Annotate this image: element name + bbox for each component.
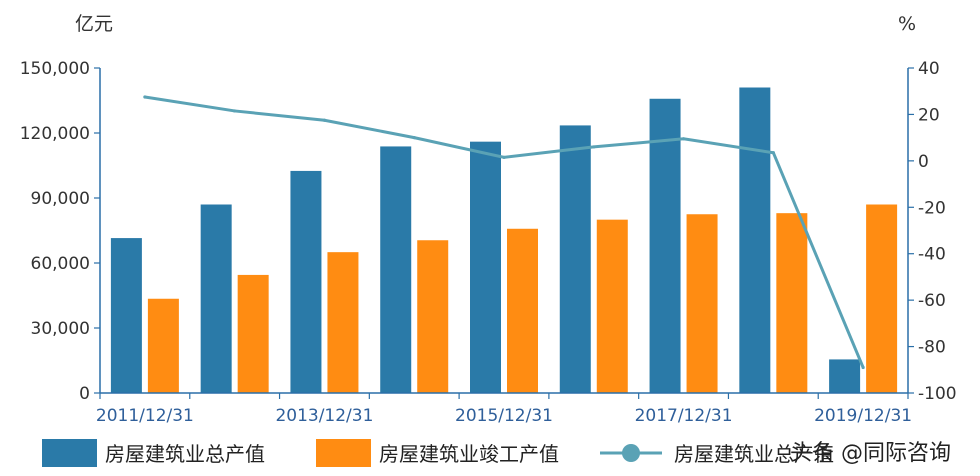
bar-completed-2 bbox=[327, 252, 359, 393]
right-tick-label: -40 bbox=[918, 245, 946, 265]
legend-label-2: 房屋建筑业总产值 bbox=[674, 442, 834, 466]
line-layer bbox=[143, 95, 865, 370]
growth-point-7 bbox=[771, 151, 775, 155]
growth-point-2 bbox=[322, 118, 327, 122]
x-tick-label: 2017/12/31 bbox=[635, 406, 733, 426]
right-tick-label: -100 bbox=[918, 384, 957, 404]
left-tick-label: 30,000 bbox=[31, 319, 90, 339]
bar-completed-5 bbox=[596, 219, 628, 393]
bar-completed-6 bbox=[686, 214, 718, 393]
bar-total-4 bbox=[470, 141, 501, 393]
growth-point-5 bbox=[592, 145, 596, 149]
legend-label-0: 房屋建筑业总产值 bbox=[105, 442, 265, 466]
bar-total-8 bbox=[829, 359, 861, 393]
bar-completed-8 bbox=[866, 204, 898, 393]
watermark-text: 头条 @同际咨询 bbox=[790, 441, 951, 466]
left-axis-unit: 亿元 bbox=[75, 13, 113, 35]
bar-completed-7 bbox=[776, 213, 808, 393]
axes-layer: 0 30,000 60,000 90,000 120,000 150,000 -100 -80… bbox=[20, 59, 957, 426]
legend-swatch-0 bbox=[42, 439, 97, 467]
left-tick-label: 150,000 bbox=[20, 59, 90, 79]
bar-total-2 bbox=[290, 170, 322, 393]
x-tick-label: 2019/12/31 bbox=[814, 406, 912, 426]
growth-point-8 bbox=[861, 365, 865, 370]
left-tick-label: 120,000 bbox=[20, 124, 90, 144]
right-tick-label: 0 bbox=[918, 152, 929, 172]
bar-completed-3 bbox=[417, 240, 449, 393]
x-tick-label: 2013/12/31 bbox=[275, 406, 373, 426]
left-tick-label: 90,000 bbox=[31, 189, 90, 209]
legend: 房屋建筑业总产值 房屋建筑业竣工产值 房屋建筑业总产值 bbox=[42, 439, 834, 467]
x-tick-label: 2011/12/31 bbox=[96, 406, 194, 426]
right-axis-unit: % bbox=[898, 13, 916, 35]
bar-completed-4 bbox=[507, 228, 538, 393]
bar-total-6 bbox=[649, 98, 681, 394]
growth-point-3 bbox=[412, 136, 416, 140]
right-tick-label: -60 bbox=[918, 291, 946, 311]
growth-point-4 bbox=[502, 155, 506, 159]
right-tick-label: -80 bbox=[918, 338, 946, 358]
growth-point-0 bbox=[143, 95, 147, 99]
bar-total-1 bbox=[200, 204, 232, 393]
growth-point-6 bbox=[681, 137, 686, 141]
bar-completed-1 bbox=[237, 274, 269, 393]
legend-marker bbox=[622, 444, 640, 462]
bar-completed-0 bbox=[147, 298, 179, 393]
bar-total-5 bbox=[559, 125, 591, 394]
bars-layer bbox=[110, 87, 898, 394]
x-tick-label: 2015/12/31 bbox=[455, 406, 553, 426]
left-tick-label: 60,000 bbox=[31, 254, 90, 274]
bar-total-7 bbox=[739, 87, 771, 393]
bar-total-3 bbox=[380, 146, 412, 393]
right-tick-label: 40 bbox=[918, 59, 940, 79]
right-tick-label: -20 bbox=[918, 198, 946, 218]
legend-label-1: 房屋建筑业竣工产值 bbox=[379, 442, 559, 466]
growth-point-1 bbox=[233, 109, 237, 113]
legend-swatch-1 bbox=[316, 439, 371, 467]
left-tick-label: 0 bbox=[79, 384, 90, 404]
right-tick-label: 20 bbox=[918, 105, 940, 125]
bar-total-0 bbox=[110, 238, 142, 393]
